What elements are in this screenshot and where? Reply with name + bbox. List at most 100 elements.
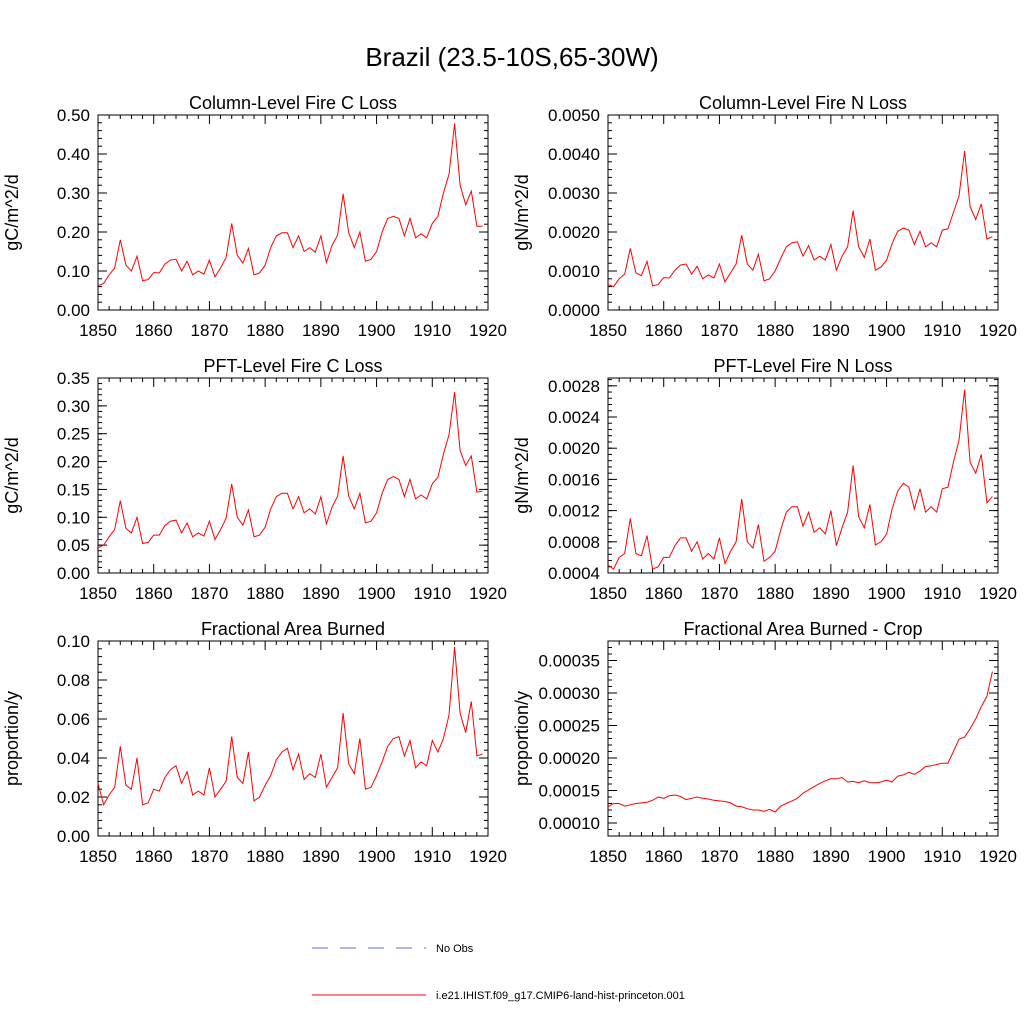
x-tick-label: 1910 — [923, 321, 961, 340]
x-tick-label: 1910 — [923, 847, 961, 866]
x-tick-label: 1910 — [413, 847, 451, 866]
y-tick-label: 0.10 — [57, 262, 90, 281]
y-tick-label: 0.0020 — [548, 439, 600, 458]
chart-panel-5: Fractional Area Burned proportion/y 1850 18… — [2, 619, 507, 866]
x-tick-label: 1870 — [701, 321, 739, 340]
x-tick-label: 1890 — [812, 847, 850, 866]
panel-title: Fractional Area Burned - Crop — [683, 619, 922, 639]
x-tick-label: 1900 — [358, 584, 396, 603]
x-tick-label: 1850 — [79, 584, 117, 603]
series-line — [97, 391, 483, 549]
x-tick-label: 1900 — [358, 321, 396, 340]
x-tick-label: 1880 — [246, 847, 284, 866]
y-tick-label: 0.20 — [57, 453, 90, 472]
series-line — [607, 671, 993, 813]
x-tick-label: 1890 — [302, 847, 340, 866]
y-axis-label: proportion/y — [512, 691, 532, 786]
y-tick-label: 0.00015 — [539, 782, 600, 801]
x-tick-label: 1850 — [79, 321, 117, 340]
x-tick-label: 1880 — [756, 847, 794, 866]
y-tick-label: 0.0024 — [548, 408, 600, 427]
series-line — [97, 123, 483, 287]
x-tick-label: 1880 — [246, 584, 284, 603]
y-tick-label: 0.0028 — [548, 377, 600, 396]
chart-panel-4: PFT-Level Fire N Loss gN/m^2/d 1850 1860 187… — [512, 356, 1017, 603]
series-line — [607, 150, 993, 288]
x-tick-label: 1870 — [191, 321, 229, 340]
figure-title: Brazil (23.5-10S,65-30W) — [365, 42, 658, 72]
x-tick-label: 1920 — [469, 321, 507, 340]
y-axis-label: gC/m^2/d — [2, 437, 22, 513]
plot-frame — [97, 114, 489, 311]
x-tick-label: 1870 — [701, 584, 739, 603]
panel-title: Column-Level Fire N Loss — [699, 93, 907, 113]
chart-panel-1: Column-Level Fire C Loss gC/m^2/d 1850 1860… — [2, 93, 507, 340]
x-tick-label: 1860 — [135, 847, 173, 866]
y-tick-label: 0.00030 — [539, 684, 600, 703]
y-tick-label: 0.0020 — [548, 223, 600, 242]
y-tick-label: 0.0000 — [548, 301, 600, 320]
y-tick-label: 0.40 — [57, 145, 90, 164]
y-tick-label: 0.00035 — [539, 652, 600, 671]
panel-title: Fractional Area Burned — [201, 619, 385, 639]
legend: No Obs i.e21.IHIST.f09_g17.CMIP6-land-hi… — [312, 943, 685, 1002]
y-tick-label: 0.06 — [57, 710, 90, 729]
x-tick-label: 1860 — [645, 847, 683, 866]
x-tick-label: 1920 — [979, 584, 1017, 603]
y-axis-label: proportion/y — [2, 691, 22, 786]
y-tick-label: 0.00 — [57, 827, 90, 846]
x-tick-label: 1910 — [413, 584, 451, 603]
x-tick-label: 1850 — [79, 847, 117, 866]
x-tick-label: 1860 — [645, 321, 683, 340]
x-tick-label: 1850 — [589, 847, 627, 866]
chart-panels: Column-Level Fire C Loss gC/m^2/d 1850 1860… — [2, 93, 1017, 866]
x-tick-label: 1920 — [979, 321, 1017, 340]
plot-frame — [97, 640, 489, 837]
x-tick-label: 1850 — [589, 321, 627, 340]
y-tick-label: 0.50 — [57, 106, 90, 125]
y-tick-label: 0.0008 — [548, 533, 600, 552]
x-tick-label: 1870 — [191, 584, 229, 603]
y-tick-label: 0.10 — [57, 632, 90, 651]
plot-frame — [607, 377, 999, 574]
y-tick-label: 0.10 — [57, 508, 90, 527]
y-tick-label: 0.30 — [57, 184, 90, 203]
y-tick-label: 0.0012 — [548, 502, 600, 521]
panel-title: PFT-Level Fire N Loss — [713, 356, 892, 376]
y-tick-label: 0.00 — [57, 301, 90, 320]
y-tick-label: 0.0030 — [548, 184, 600, 203]
x-tick-label: 1890 — [812, 584, 850, 603]
y-tick-label: 0.0004 — [548, 564, 600, 583]
x-tick-label: 1920 — [469, 584, 507, 603]
x-tick-label: 1890 — [812, 321, 850, 340]
y-tick-label: 0.30 — [57, 397, 90, 416]
x-tick-label: 1900 — [868, 321, 906, 340]
x-tick-label: 1900 — [358, 847, 396, 866]
y-tick-label: 0.00 — [57, 564, 90, 583]
y-tick-label: 0.20 — [57, 223, 90, 242]
y-tick-label: 0.00025 — [539, 717, 600, 736]
chart-panel-6: Fractional Area Burned - Crop proportion/… — [512, 619, 1017, 866]
x-tick-label: 1860 — [135, 584, 173, 603]
y-tick-label: 0.05 — [57, 536, 90, 555]
legend-model-label: i.e21.IHIST.f09_g17.CMIP6-land-hist-prin… — [436, 990, 685, 1002]
x-tick-label: 1870 — [191, 847, 229, 866]
x-tick-label: 1880 — [756, 584, 794, 603]
x-tick-label: 1920 — [979, 847, 1017, 866]
legend-obs-label: No Obs — [436, 943, 474, 955]
y-tick-label: 0.0050 — [548, 106, 600, 125]
y-tick-label: 0.04 — [57, 749, 90, 768]
x-tick-label: 1860 — [645, 584, 683, 603]
plot-frame — [97, 377, 489, 574]
x-tick-label: 1850 — [589, 584, 627, 603]
y-tick-label: 0.15 — [57, 480, 90, 499]
y-axis-label: gC/m^2/d — [2, 174, 22, 250]
series-line — [607, 389, 993, 570]
x-tick-label: 1910 — [413, 321, 451, 340]
x-tick-label: 1900 — [868, 847, 906, 866]
series-line — [97, 646, 483, 807]
y-tick-label: 0.00020 — [539, 749, 600, 768]
panel-title: Column-Level Fire C Loss — [189, 93, 397, 113]
plot-frame — [607, 114, 999, 311]
